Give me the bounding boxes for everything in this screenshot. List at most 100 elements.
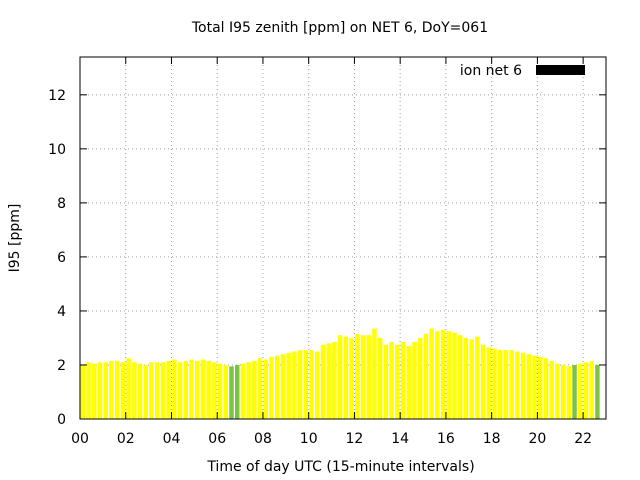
bar: [475, 336, 480, 419]
legend: ion net 6: [460, 63, 585, 79]
bar: [86, 362, 91, 419]
x-tick-label: 06: [208, 431, 226, 447]
bar: [263, 359, 269, 419]
bar: [595, 364, 600, 419]
bar: [120, 362, 126, 419]
bar: [320, 344, 326, 419]
plot-frame: [79, 56, 607, 420]
ticks-layer: [79, 57, 606, 420]
y-tick-label: 12: [48, 88, 66, 104]
bar: [566, 366, 572, 419]
bar: [423, 333, 429, 419]
bar: [509, 350, 514, 419]
bar: [235, 364, 240, 419]
bar: [172, 359, 177, 419]
bar: [429, 328, 434, 419]
bar: [343, 336, 349, 419]
x-axis-label: Time of day UTC (15-minute intervals): [206, 459, 474, 475]
bar: [417, 337, 423, 419]
bar: [578, 363, 583, 419]
bar: [177, 362, 183, 419]
chart-title: Total I95 zenith [ppm] on NET 6, DoY=061: [191, 20, 488, 36]
bar: [137, 363, 143, 419]
bar: [446, 331, 451, 419]
bar: [435, 331, 440, 419]
bar: [200, 359, 206, 419]
bar: [212, 362, 217, 419]
bar: [498, 350, 503, 419]
bar: [366, 335, 371, 419]
bar: [132, 362, 137, 419]
bar: [257, 358, 263, 419]
bar: [538, 356, 543, 419]
bar: [572, 364, 577, 419]
bar: [269, 356, 274, 419]
bar: [469, 339, 474, 419]
bar: [143, 364, 148, 419]
bar: [206, 360, 211, 419]
bar: [543, 358, 549, 419]
bar: [555, 363, 560, 419]
bar: [383, 344, 389, 419]
bar: [400, 342, 406, 419]
x-tick-label: 00: [71, 431, 89, 447]
bar: [297, 350, 303, 419]
bar: [412, 342, 417, 419]
bar: [395, 344, 400, 419]
x-tick-label: 14: [391, 431, 409, 447]
bar: [149, 362, 154, 419]
bar: [80, 364, 86, 419]
bar: [492, 348, 497, 419]
bar: [183, 360, 188, 419]
legend-swatch: [536, 65, 585, 75]
bar: [389, 342, 394, 419]
bar: [315, 351, 320, 419]
bar: [326, 343, 331, 419]
bar: [217, 363, 223, 419]
bar: [480, 344, 486, 419]
bar: [223, 364, 229, 419]
bar: [160, 362, 166, 419]
bar: [560, 364, 566, 419]
bar: [583, 362, 589, 419]
bar: [549, 360, 554, 419]
bar: [360, 335, 366, 419]
bar: [463, 337, 469, 419]
x-tick-label: 04: [163, 431, 181, 447]
bar: [286, 352, 291, 419]
bars-layer: [80, 328, 600, 419]
bar: [377, 337, 383, 419]
bar: [520, 352, 526, 419]
legend-label: ion net 6: [460, 63, 522, 79]
bar: [189, 359, 194, 419]
bar: [372, 328, 377, 419]
bar: [355, 333, 360, 419]
bar: [246, 362, 251, 419]
bar: [194, 360, 200, 419]
bar: [332, 342, 337, 419]
bar: [292, 351, 297, 419]
bar: [515, 351, 520, 419]
x-tick-label: 22: [574, 431, 592, 447]
x-tick-label: 02: [117, 431, 135, 447]
y-tick-label: 4: [57, 304, 66, 320]
grid-layer: [80, 57, 606, 419]
x-tick-label: 08: [254, 431, 272, 447]
bar: [503, 350, 509, 419]
x-tick-label: 10: [300, 431, 318, 447]
bar: [166, 360, 171, 419]
y-axis-label: I95 [ppm]: [7, 204, 23, 273]
bar: [337, 335, 343, 419]
bar: [440, 329, 446, 419]
bar: [406, 346, 411, 419]
x-tick-label: 16: [437, 431, 455, 447]
bar: [114, 360, 120, 419]
bar: [532, 355, 537, 419]
y-tick-label: 2: [57, 358, 66, 374]
bar: [154, 362, 160, 419]
bar: [452, 332, 457, 419]
y-tick-label: 6: [57, 250, 66, 266]
bar: [97, 362, 103, 419]
bar: [240, 363, 246, 419]
